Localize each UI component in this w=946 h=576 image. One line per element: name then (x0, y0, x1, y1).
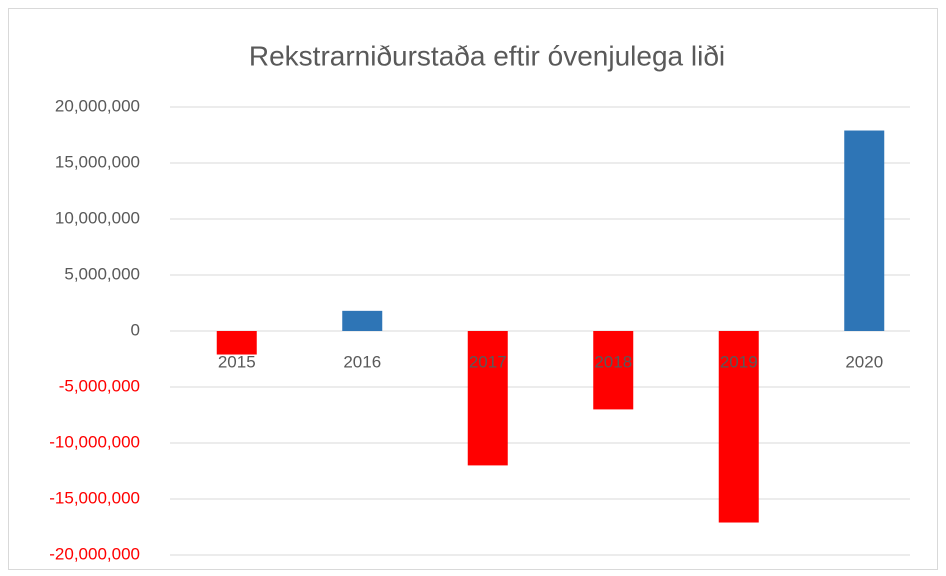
bar (216, 331, 257, 355)
x-tick-label: 2020 (845, 352, 883, 371)
y-tick-label: 10,000,000 (55, 208, 140, 227)
y-tick-label: 20,000,000 (55, 96, 140, 115)
chart-title: Rekstrarniðurstaða eftir óvenjulega liði (249, 40, 725, 71)
chart-border (8, 8, 938, 570)
bar (593, 331, 634, 410)
x-tick-label: 2019 (720, 352, 758, 371)
bar (342, 310, 383, 331)
bar (844, 130, 885, 331)
bar (718, 331, 759, 523)
y-tick-label: 5,000,000 (64, 264, 140, 283)
y-tick-label: 0 (131, 320, 140, 339)
y-tick-label: -20,000,000 (49, 544, 140, 563)
y-tick-label: -5,000,000 (59, 376, 140, 395)
x-tick-label: 2017 (469, 352, 507, 371)
x-tick-label: 2016 (343, 352, 381, 371)
y-tick-label: -15,000,000 (49, 488, 140, 507)
bar (467, 331, 508, 466)
y-tick-label: -10,000,000 (49, 432, 140, 451)
y-tick-label: 15,000,000 (55, 152, 140, 171)
x-tick-label: 2015 (218, 352, 256, 371)
x-tick-label: 2018 (594, 352, 632, 371)
